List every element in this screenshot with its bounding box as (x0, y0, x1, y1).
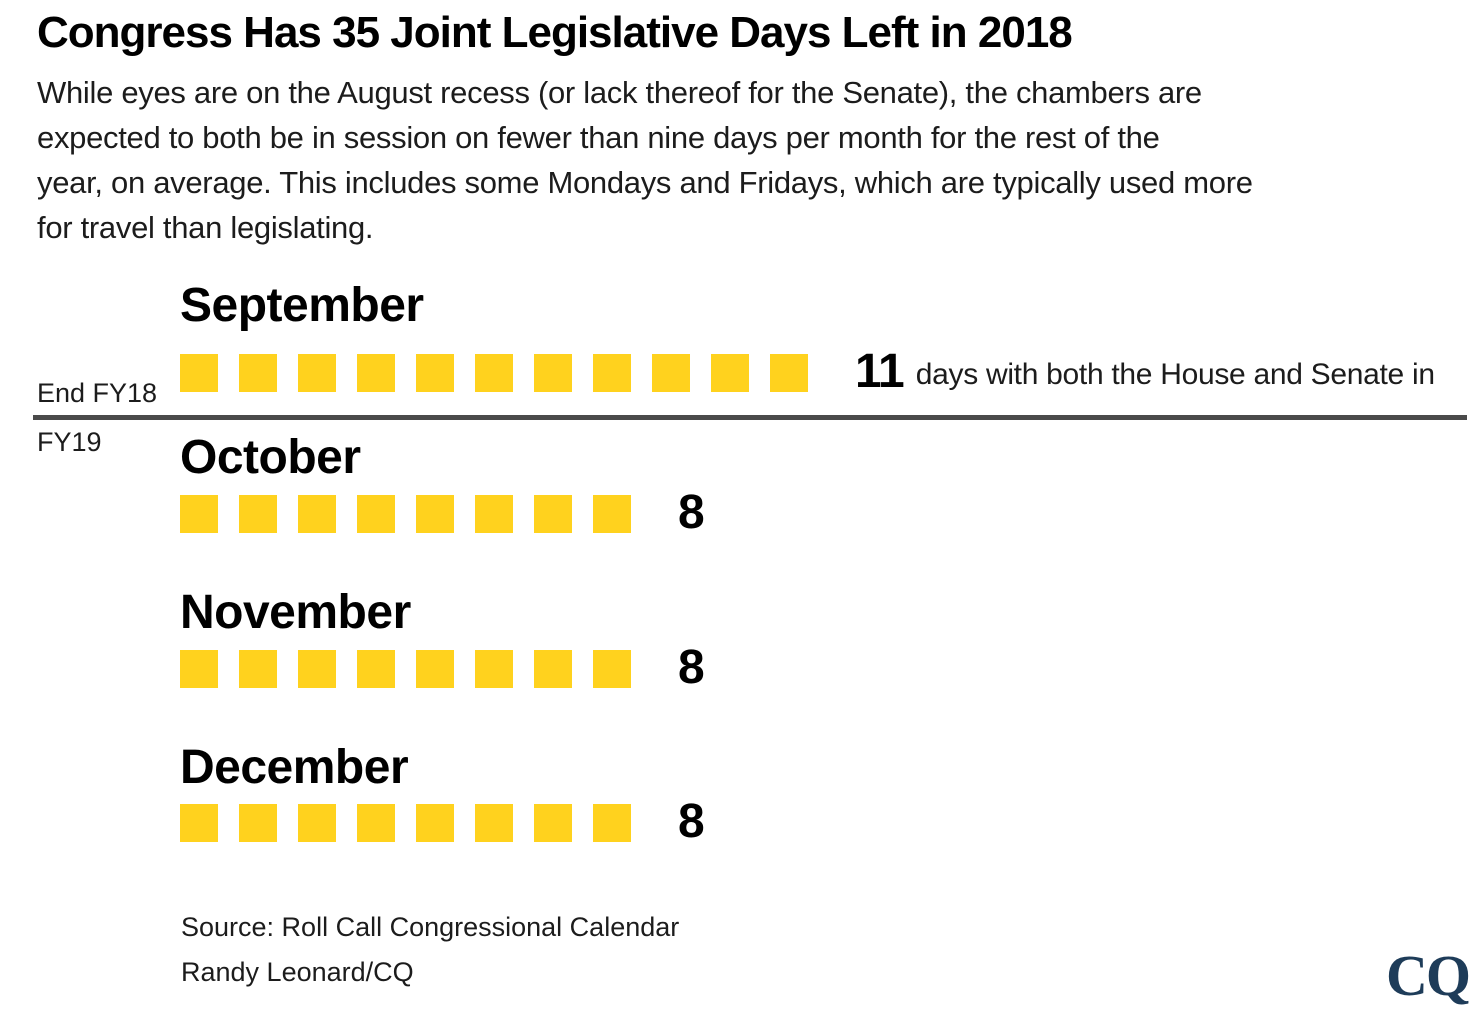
month-row-november: November 8 (180, 586, 1484, 694)
day-square (357, 804, 395, 842)
fiscal-year-divider-line (33, 415, 1467, 420)
day-square (475, 354, 513, 392)
subtitle-line: expected to both be in session on fewer … (37, 120, 1160, 155)
chart-subtitle: While eyes are on the August recess (or … (37, 70, 1253, 250)
day-square (180, 804, 218, 842)
day-square (534, 495, 572, 533)
day-square (593, 650, 631, 688)
day-square (298, 354, 336, 392)
day-square (416, 650, 454, 688)
fy19-start-label: FY19 (37, 427, 102, 457)
day-squares-strip: 8 (180, 641, 1484, 694)
day-square (357, 495, 395, 533)
subtitle-line: for travel than legislating. (37, 210, 374, 245)
day-count-value: 11 (855, 345, 905, 398)
subtitle-line: While eyes are on the August recess (or … (37, 75, 1202, 110)
day-square (593, 354, 631, 392)
day-square (298, 650, 336, 688)
day-square (180, 650, 218, 688)
month-row-october: October 8 (180, 431, 1484, 539)
fy18-end-label: End FY18 (37, 378, 158, 408)
day-square (180, 354, 218, 392)
day-count-value: 8 (678, 795, 705, 848)
day-square (416, 354, 454, 392)
month-row-september: September 11 days with both the House and … (180, 279, 1484, 398)
day-square (416, 495, 454, 533)
day-square (711, 354, 749, 392)
day-squares-strip: 11 days with both the House and Senate in (180, 345, 1484, 398)
chart-title: Congress Has 35 Joint Legislative Days L… (37, 8, 1073, 57)
day-square (534, 354, 572, 392)
day-squares-strip: 8 (180, 795, 1484, 848)
day-square (475, 495, 513, 533)
day-square (180, 495, 218, 533)
day-square (357, 354, 395, 392)
day-square (239, 495, 277, 533)
subtitle-line: year, on average. This includes some Mon… (37, 165, 1253, 200)
month-label: September (180, 279, 424, 332)
day-square (298, 804, 336, 842)
day-square (593, 804, 631, 842)
day-square (770, 354, 808, 392)
day-square (534, 804, 572, 842)
day-square (239, 650, 277, 688)
month-label: November (180, 586, 411, 639)
cq-logo: CQ (1386, 943, 1471, 1008)
day-count-value: 8 (678, 641, 705, 694)
day-square (239, 354, 277, 392)
month-label: December (180, 741, 409, 794)
day-count-suffix: days with both the House and Senate in (915, 358, 1435, 391)
day-square (593, 495, 631, 533)
day-square (298, 495, 336, 533)
day-square (416, 804, 454, 842)
day-square (357, 650, 395, 688)
day-square (652, 354, 690, 392)
month-label: October (180, 431, 361, 484)
day-square (534, 650, 572, 688)
day-squares-strip: 8 (180, 486, 1484, 539)
day-square (475, 650, 513, 688)
source-line: Source: Roll Call Congressional Calendar (181, 912, 680, 942)
day-square (475, 804, 513, 842)
month-row-december: December 8 (180, 741, 1484, 848)
day-count-value: 8 (678, 486, 705, 539)
footer: Source: Roll Call Congressional Calendar… (181, 911, 679, 988)
credit-line: Randy Leonard/CQ (181, 957, 414, 987)
day-square (239, 804, 277, 842)
